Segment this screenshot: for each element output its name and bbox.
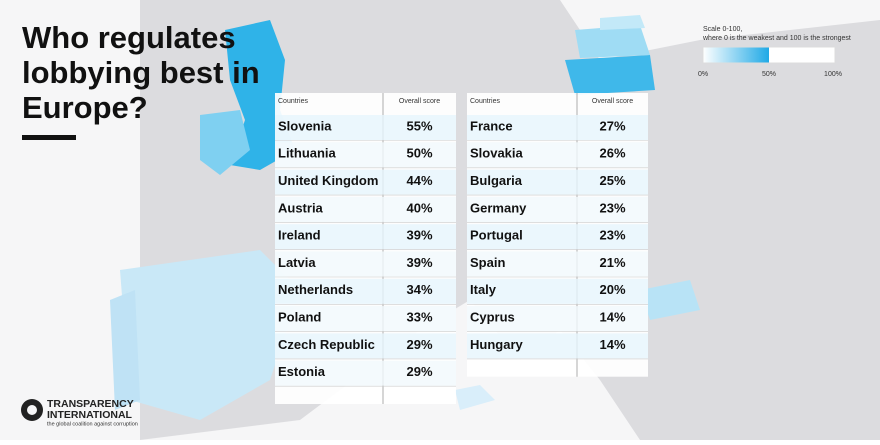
legend-label: 100% — [824, 71, 842, 78]
row-bg — [467, 196, 648, 222]
title-line: Who regulates — [22, 20, 236, 55]
score: 23% — [599, 228, 625, 243]
country-name: Portugal — [470, 228, 523, 243]
score: 21% — [599, 255, 625, 270]
column-header: Countries — [278, 98, 308, 105]
legend-text: where 0 is the weakest and 100 is the st… — [702, 35, 851, 42]
score: 40% — [406, 200, 432, 215]
country-name: Germany — [470, 200, 527, 215]
row-bg — [467, 306, 648, 332]
legend-label: 50% — [762, 71, 776, 78]
logo-name: TRANSPARENCY — [47, 398, 134, 410]
row-bg — [275, 251, 456, 277]
legend-text: Scale 0-100, — [703, 26, 742, 33]
column-header: Overall score — [592, 98, 633, 105]
score: 44% — [406, 173, 432, 188]
logo-icon-inner — [27, 405, 37, 415]
row-bg — [275, 278, 456, 304]
row-bg — [275, 142, 456, 168]
country-name: Slovenia — [278, 118, 332, 133]
row-bg — [467, 251, 648, 277]
row-bg — [275, 224, 456, 250]
score: 55% — [406, 118, 432, 133]
row-bg — [467, 333, 648, 359]
row-bg — [467, 115, 648, 140]
country-name: Estonia — [278, 364, 326, 379]
score: 39% — [406, 228, 432, 243]
row-bg — [275, 115, 456, 140]
country-name: Netherlands — [278, 282, 353, 297]
score: 14% — [599, 337, 625, 352]
country-name: Hungary — [470, 337, 524, 352]
table: Countries Overall score Slovenia 55% Lithuan… — [275, 93, 456, 404]
score: 27% — [599, 118, 625, 133]
row-bg — [275, 360, 456, 386]
country-name: Poland — [278, 310, 321, 325]
country-name: Latvia — [278, 255, 316, 270]
country-name: Spain — [470, 255, 505, 270]
country-name: Lithuania — [278, 146, 337, 161]
score: 26% — [599, 146, 625, 161]
score: 39% — [406, 255, 432, 270]
tables: Countries Overall score Slovenia 55% Lithuan… — [275, 93, 648, 404]
scale-bar — [702, 46, 836, 64]
country-name: Austria — [278, 200, 324, 215]
legend-label: 0% — [698, 71, 708, 78]
row-bg — [275, 196, 456, 222]
score: 25% — [599, 173, 625, 188]
country-name: Bulgaria — [470, 173, 523, 188]
title-line: Europe? — [22, 90, 148, 125]
legend: Scale 0-100, where 0 is the weakest and 1… — [698, 26, 851, 78]
row-bg — [467, 278, 648, 304]
row-bg — [467, 224, 648, 250]
row-bg — [467, 142, 648, 168]
row-bg — [275, 169, 456, 195]
table: Countries Overall score France 27% Slovakia 2… — [467, 93, 648, 377]
score: 50% — [406, 146, 432, 161]
score: 29% — [406, 364, 432, 379]
country-name: United Kingdom — [278, 173, 378, 188]
column-header: Overall score — [399, 98, 440, 105]
country-name: Slovakia — [470, 146, 524, 161]
score: 20% — [599, 282, 625, 297]
row-bg — [275, 306, 456, 332]
country-name: Ireland — [278, 228, 321, 243]
country-name: Italy — [470, 282, 497, 297]
title-underline — [22, 135, 76, 140]
logo-name: INTERNATIONAL — [47, 409, 133, 421]
country-name: Czech Republic — [278, 337, 375, 352]
country-name: Cyprus — [470, 310, 515, 325]
logo-tagline: the global coalition against corruption — [47, 421, 138, 427]
score: 33% — [406, 310, 432, 325]
score: 34% — [406, 282, 432, 297]
country-name: France — [470, 118, 513, 133]
score: 23% — [599, 200, 625, 215]
row-bg — [275, 333, 456, 359]
row-bg — [467, 169, 648, 195]
column-header: Countries — [470, 98, 500, 105]
score: 14% — [599, 310, 625, 325]
title-line: lobbying best in — [22, 55, 260, 90]
score: 29% — [406, 337, 432, 352]
